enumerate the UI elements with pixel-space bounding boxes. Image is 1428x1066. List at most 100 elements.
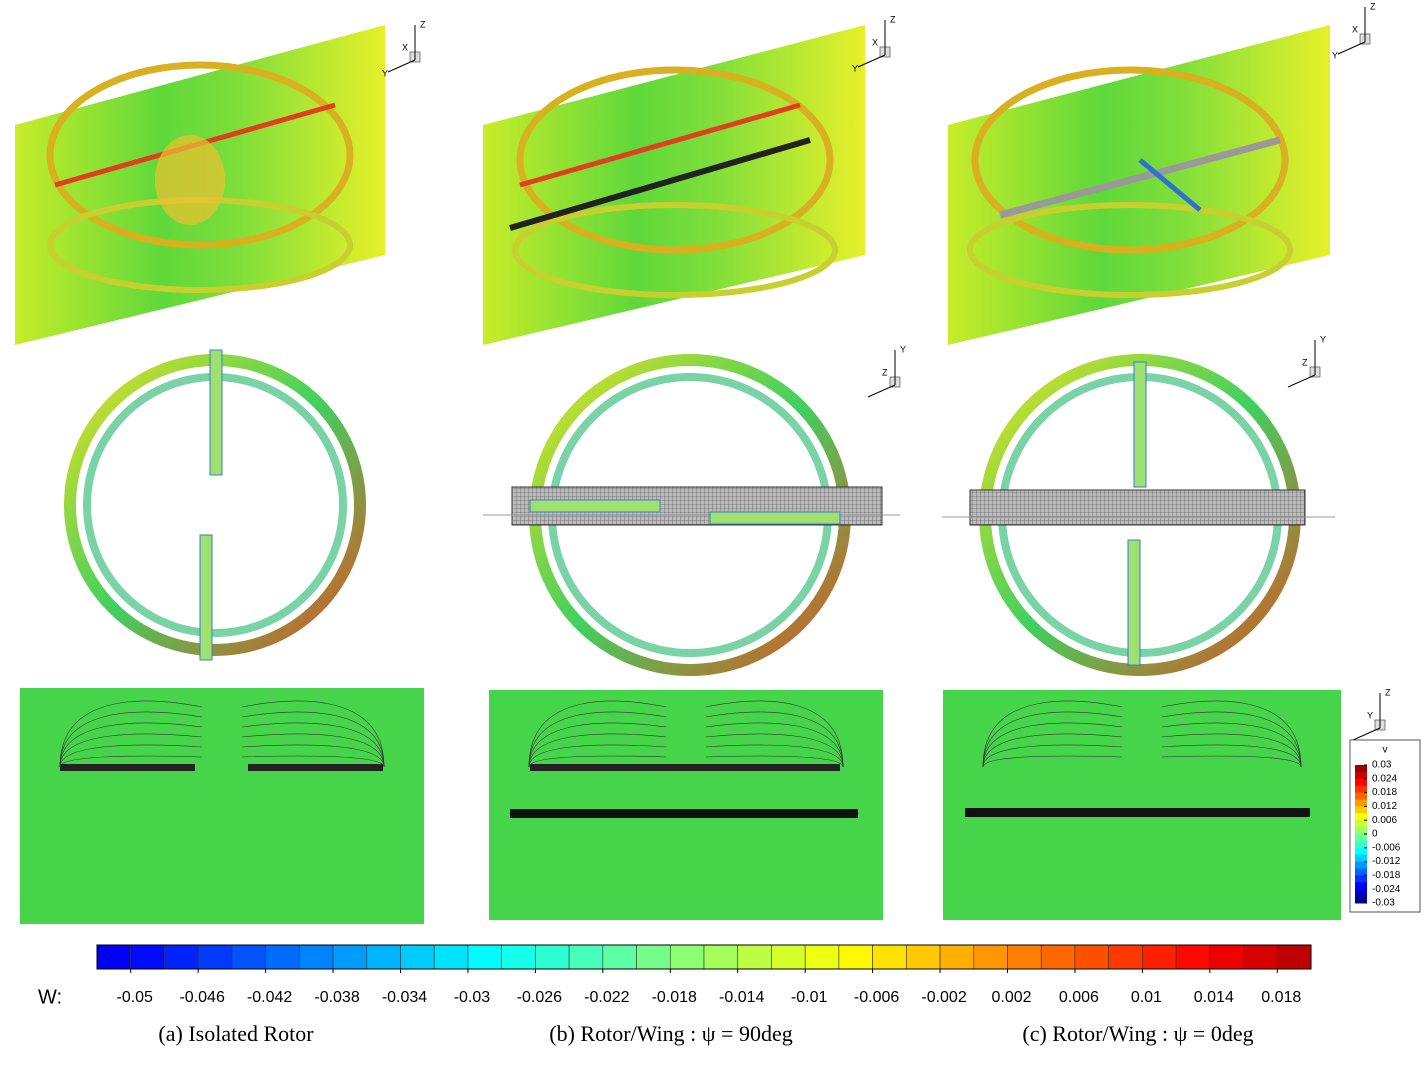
wing [509, 137, 811, 231]
legend-swatch [1355, 813, 1367, 821]
contour-line [1161, 711, 1302, 768]
legend-swatch [1355, 882, 1367, 890]
colorbar-frame [96, 944, 1312, 970]
caption: (c) Rotor/Wing : ψ = 0deg [1022, 1021, 1253, 1046]
triad-label: Z [1302, 357, 1308, 367]
legend-swatch [1355, 806, 1367, 814]
colorbar-swatch [1040, 944, 1076, 970]
colorbar-swatch [804, 944, 840, 970]
slice [943, 690, 1341, 920]
slice-plane [948, 25, 1330, 345]
contour-line [528, 700, 667, 768]
blade [60, 764, 195, 771]
wing [965, 808, 1310, 817]
legend-tick-label: 0 [1372, 829, 1378, 840]
colorbar-swatch [906, 944, 941, 970]
colorbar-swatch [299, 944, 334, 970]
colorbar-swatch [838, 944, 873, 970]
contour [155, 135, 225, 225]
slice [489, 690, 883, 920]
legend-swatch [1355, 820, 1367, 828]
vortex-ring [46, 61, 354, 249]
triad-label: Z [420, 19, 426, 29]
legend-tick-label: 0.012 [1372, 801, 1397, 812]
contour-line [59, 711, 202, 768]
blade [1133, 361, 1147, 488]
contour-line [528, 711, 667, 768]
colorbar-tick-label: 0.01 [1131, 989, 1162, 1006]
colorbar-swatch [1142, 944, 1177, 970]
triad-label: Y [1367, 710, 1373, 720]
colorbar-swatch [771, 944, 806, 970]
triad-label: Y [1320, 334, 1326, 344]
colorbar-tick-label: -0.014 [719, 989, 764, 1006]
colorbar-swatch [568, 944, 604, 970]
contour-line [982, 700, 1123, 768]
legend-tick-label: 0.024 [1372, 773, 1397, 784]
legend-swatch [1355, 847, 1367, 856]
contour-line [59, 700, 202, 768]
colorbar-tick-label: -0.022 [584, 989, 629, 1006]
wing [999, 136, 1281, 219]
contour-line [242, 711, 385, 768]
colorbar-tick-label: -0.01 [791, 989, 828, 1006]
iso-views [15, 25, 1330, 345]
triad-axes [387, 25, 416, 73]
colorbar-swatch [939, 944, 975, 970]
colorbar-swatch [1108, 944, 1143, 970]
triad-label: Y [852, 63, 858, 73]
colorbar-tick-label: -0.006 [854, 989, 899, 1006]
legend-swatch [1355, 889, 1367, 897]
contour-line [528, 733, 667, 768]
colorbar-swatch [1175, 944, 1211, 970]
legend-swatch [1355, 799, 1367, 807]
legend-swatch [1355, 792, 1367, 800]
colorbar-tick-label: -0.026 [517, 989, 562, 1006]
blade [248, 764, 383, 771]
contour-line [242, 733, 385, 768]
colorbar-swatch [130, 944, 165, 970]
blade [1127, 539, 1141, 666]
legend-swatch [1355, 868, 1367, 876]
top-views [64, 349, 1335, 676]
caption: (b) Rotor/Wing : ψ = 90deg [549, 1021, 792, 1046]
colorbar-swatch [501, 944, 536, 970]
colorbar-swatch [197, 944, 233, 970]
colorbar-swatch [1243, 944, 1278, 970]
legend-tick-label: -0.012 [1372, 856, 1401, 867]
triad-axes [857, 20, 886, 68]
colorbar-swatch [265, 944, 300, 970]
colorbar-swatch [433, 944, 469, 970]
colorbar-tick-label: 0.006 [1059, 989, 1099, 1006]
contour-line [1161, 733, 1302, 768]
contour-line [528, 755, 667, 768]
blade [519, 102, 801, 188]
colorbar-swatch [96, 944, 132, 970]
colorbar-swatch [636, 944, 671, 970]
colorbar-tick-label: 0.002 [991, 989, 1031, 1006]
vortex-ring [967, 202, 1293, 298]
contour-line [1161, 700, 1302, 768]
colorbar-tick-label: 0.018 [1261, 989, 1301, 1006]
contour-line [59, 755, 202, 768]
colorbar-tick-label: -0.042 [247, 989, 292, 1006]
colorbar-tick-label: 0.014 [1194, 989, 1234, 1006]
contour-line [1161, 755, 1302, 768]
legend-tick-label: -0.024 [1372, 884, 1401, 895]
contour-line [705, 700, 844, 768]
colorbar-swatch [703, 944, 739, 970]
caption: (a) Isolated Rotor [158, 1021, 314, 1046]
triad-label: X [402, 42, 408, 52]
slice [20, 688, 424, 924]
legend-swatch [1355, 785, 1367, 794]
contour-line [982, 733, 1123, 768]
colorbar-swatch [1074, 944, 1109, 970]
colorbar-swatch [164, 944, 199, 970]
colorbar-swatch [366, 944, 401, 970]
colorbar-swatch [1209, 944, 1244, 970]
side-views [20, 688, 1341, 924]
colorbar-swatch [872, 944, 907, 970]
colorbar-swatch [231, 944, 266, 970]
triad-axes [1287, 340, 1316, 388]
